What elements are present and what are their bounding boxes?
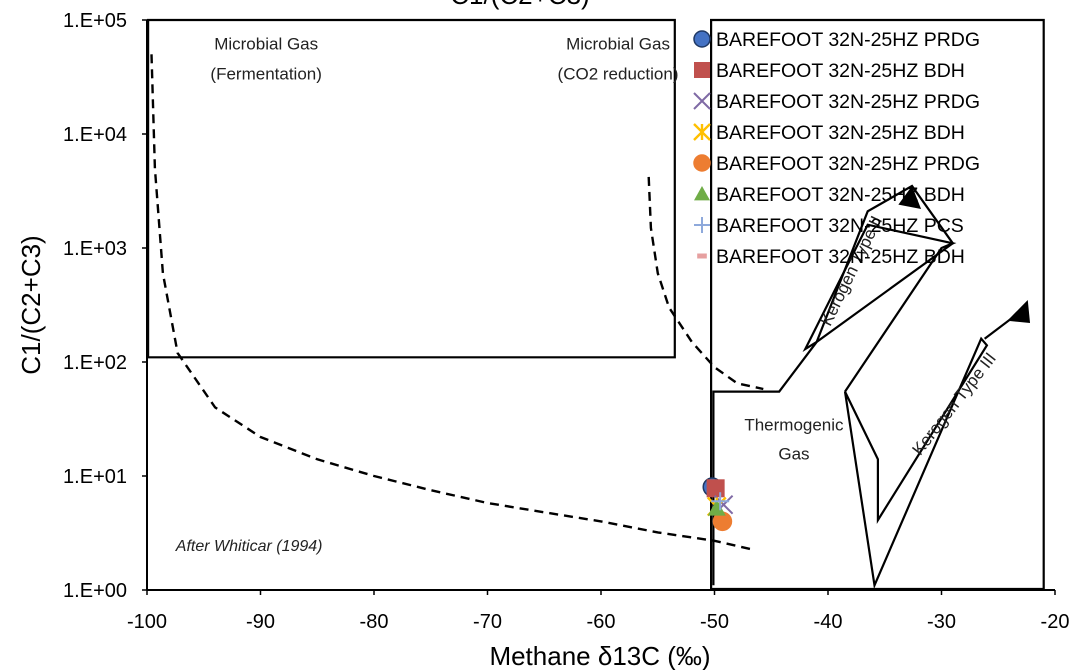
x-tick-label-0: -100 xyxy=(127,611,167,633)
x-tick-label-7: -30 xyxy=(927,611,956,633)
legend-label-5: BAREFOOT 32N-25HZ BDH xyxy=(716,184,965,206)
annotation-6: After Whiticar (1994) xyxy=(175,538,323,555)
curves-layer xyxy=(150,54,764,552)
x-tick-label-8: -20 xyxy=(1041,611,1070,633)
legend-marker-1 xyxy=(694,62,710,78)
legend-label-7: BAREFOOT 32N-25HZ BDH xyxy=(716,246,965,268)
annotation-5: Gas xyxy=(778,444,809,463)
annotation-0: Microbial Gas xyxy=(214,35,318,54)
legend-label-3: BAREFOOT 32N-25HZ BDH xyxy=(716,122,965,144)
x-tick-label-6: -40 xyxy=(814,611,843,633)
y-tick-label-1: 1.E+01 xyxy=(63,466,127,488)
y-tick-label-4: 1.E+04 xyxy=(63,124,127,146)
chart-title: C1/(C2+C3) xyxy=(450,0,589,10)
x-tick-label-4: -60 xyxy=(587,611,616,633)
annotation-3: (CO2 reduction) xyxy=(558,65,679,84)
x-axis-ticks: -100 -90 -80 -70 -60 -50 -40 -30 -20 xyxy=(127,589,1070,633)
thermogenic-region xyxy=(712,223,957,586)
legend-marker-7 xyxy=(697,253,707,259)
data-points-layer xyxy=(702,477,734,532)
y-tick-label-5: 1.E+05 xyxy=(63,10,127,32)
annotation-4: Thermogenic xyxy=(744,416,844,435)
legend: BAREFOOT 32N-25HZ PRDG BAREFOOT 32N-25HZ … xyxy=(693,29,980,268)
y-axis-ticks: 1.E+00 1.E+01 1.E+02 1.E+03 1.E+04 1.E+05 xyxy=(63,10,148,602)
legend-marker-3 xyxy=(693,123,711,141)
legend-label-4: BAREFOOT 32N-25HZ PRDG xyxy=(716,153,980,175)
legend-marker-0 xyxy=(693,30,711,48)
legend-label-1: BAREFOOT 32N-25HZ BDH xyxy=(716,60,965,82)
y-tick-label-2: 1.E+02 xyxy=(63,352,127,374)
legend-label-6: BAREFOOT 32N-25HZ PCS xyxy=(716,215,964,237)
y-tick-label-3: 1.E+03 xyxy=(63,238,127,260)
legend-marker-5 xyxy=(694,186,710,201)
x-tick-label-2: -80 xyxy=(360,611,389,633)
legend-label-0: BAREFOOT 32N-25HZ PRDG xyxy=(716,29,980,51)
kerogen-type-iii-arrow xyxy=(843,336,989,590)
x-tick-label-1: -90 xyxy=(246,611,275,633)
x-axis-title: Methane δ13C (‰) xyxy=(489,641,710,670)
legend-marker-6 xyxy=(694,217,710,233)
y-axis-title: C1/(C2+C3) xyxy=(16,235,46,374)
legend-marker-2 xyxy=(693,92,711,110)
annotation-2: Microbial Gas xyxy=(566,35,670,54)
fermentation-boundary xyxy=(150,54,755,552)
point-s1-0 xyxy=(706,479,725,498)
kerogen-type-ii-arrow xyxy=(814,184,955,345)
annotation-1: (Fermentation) xyxy=(210,65,321,84)
x-tick-label-3: -70 xyxy=(473,611,502,633)
co2-reduction-boundary xyxy=(647,176,764,391)
microbial-box xyxy=(147,18,676,359)
kerogen-type-iii-shaft xyxy=(983,313,1018,340)
point-s6-0 xyxy=(711,492,730,511)
y-tick-label-0: 1.E+00 xyxy=(63,580,127,602)
point-s5-0 xyxy=(707,499,726,516)
legend-label-2: BAREFOOT 32N-25HZ PRDG xyxy=(716,91,980,113)
kerogen-type-ii-arrowhead xyxy=(898,185,922,209)
legend-marker-4 xyxy=(693,154,711,172)
x-tick-label-5: -50 xyxy=(700,611,729,633)
